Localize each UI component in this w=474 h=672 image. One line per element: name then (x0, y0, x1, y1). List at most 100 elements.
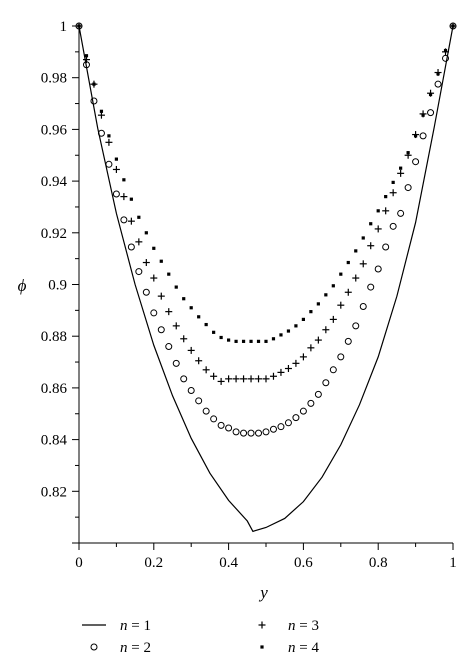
x-axis-label: y (258, 583, 268, 602)
data-point (369, 222, 373, 226)
data-point (120, 193, 128, 201)
series-line (78, 25, 454, 533)
data-point (359, 260, 367, 268)
data-point (157, 326, 165, 334)
data-point (361, 236, 365, 240)
data-point (212, 330, 216, 334)
legend-value: = 2 (128, 640, 151, 656)
data-point (225, 424, 233, 432)
data-point (172, 322, 180, 330)
data-point (174, 285, 178, 289)
y-tick-label: 1 (60, 19, 68, 35)
data-point (204, 322, 208, 327)
data-point (92, 82, 96, 86)
data-point (421, 113, 425, 117)
data-point (329, 315, 337, 323)
data-point (165, 343, 173, 351)
data-point (127, 217, 135, 225)
data-point (105, 160, 113, 168)
data-point (442, 54, 450, 62)
data-point (292, 359, 300, 367)
data-point (277, 368, 285, 376)
y-tick-label: 0.92 (41, 226, 67, 242)
data-point (241, 339, 246, 343)
data-point (167, 272, 171, 276)
legend-label: n = 2 (120, 640, 151, 656)
data-point (227, 338, 231, 342)
data-point (122, 178, 126, 182)
series-1 (78, 25, 454, 533)
x-tick-label: 0 (75, 555, 83, 571)
legend-label: n = 4 (288, 640, 319, 656)
data-point (137, 215, 141, 219)
legend-item-3: n = 3 (258, 618, 319, 634)
data-point (414, 134, 418, 138)
data-point (142, 288, 150, 296)
data-point (165, 308, 173, 316)
data-point (240, 429, 248, 437)
data-point (256, 339, 261, 343)
data-point (114, 157, 118, 161)
data-point (374, 265, 382, 273)
data-point (210, 372, 218, 380)
data-point (359, 302, 367, 310)
data-point (150, 309, 158, 317)
y-tick-label: 0.88 (41, 329, 67, 345)
data-point (316, 302, 320, 306)
data-point (299, 407, 307, 415)
data-point (412, 158, 420, 166)
y-axis-label: ϕ (18, 276, 27, 295)
data-point (314, 336, 322, 344)
data-point (451, 24, 455, 28)
data-point (307, 399, 315, 407)
data-point (322, 379, 330, 387)
data-point (301, 317, 305, 321)
y-tick-label: 0.86 (41, 381, 68, 397)
data-point (419, 132, 427, 140)
legend-value: = 1 (128, 618, 151, 634)
data-point (90, 97, 98, 105)
data-point (129, 197, 133, 201)
data-point (210, 415, 218, 423)
data-point (352, 274, 360, 282)
x-tick-label: 0.2 (144, 555, 163, 571)
data-point (294, 324, 298, 328)
data-point (436, 72, 440, 76)
data-point (152, 246, 156, 250)
data-point (249, 339, 253, 343)
data-point (247, 429, 255, 437)
data-point (202, 366, 210, 374)
data-point (150, 274, 158, 282)
x-tick-label: 0.4 (219, 555, 238, 571)
data-point (354, 249, 358, 253)
y-tick-label: 0.96 (41, 122, 68, 138)
legend-value: = 3 (296, 618, 319, 634)
data-point (384, 195, 388, 199)
data-point (112, 165, 120, 173)
data-point (195, 357, 203, 365)
data-point (187, 346, 195, 354)
data-point (232, 375, 240, 383)
data-point (247, 375, 255, 383)
data-point (389, 189, 397, 197)
data-point (367, 283, 375, 291)
data-point (337, 301, 345, 309)
legend-marker-swatch (90, 643, 98, 651)
data-point (180, 375, 188, 383)
data-point (427, 109, 435, 117)
data-point (189, 306, 193, 310)
data-point (404, 184, 412, 192)
data-point (157, 292, 165, 300)
data-point (77, 24, 81, 28)
y-tick-label: 0.84 (41, 433, 68, 449)
legend-marker-swatch (258, 621, 266, 629)
data-point (180, 335, 188, 343)
data-point (382, 243, 390, 251)
legend-variable: n (288, 618, 296, 634)
data-point (367, 242, 375, 250)
data-point (182, 297, 186, 301)
data-point (271, 337, 276, 341)
data-point (262, 428, 270, 436)
data-point (307, 344, 315, 352)
y-tick-label: 0.9 (48, 278, 67, 294)
